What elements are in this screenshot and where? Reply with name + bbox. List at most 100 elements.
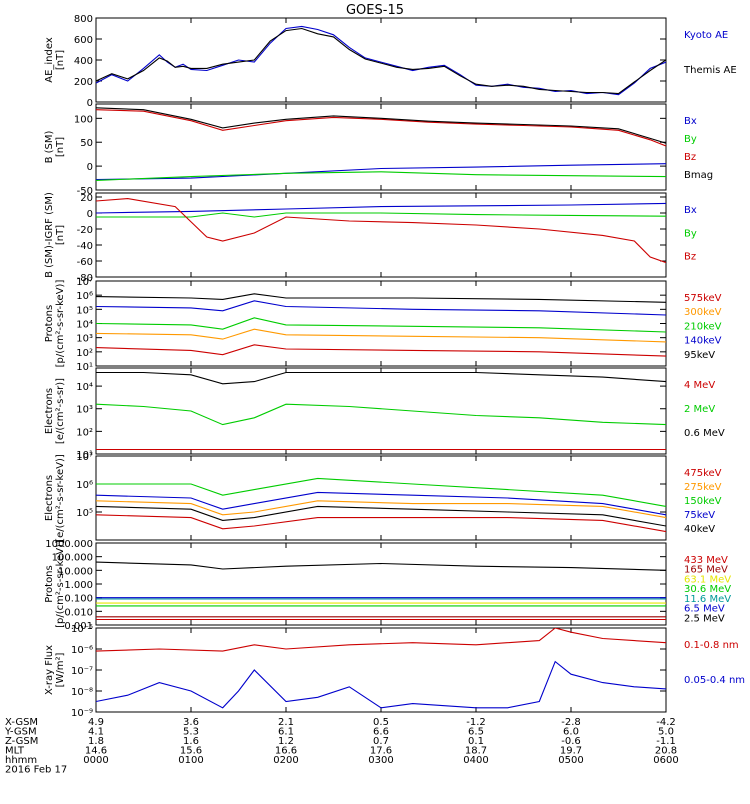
axis-row-value: 0100 <box>178 755 203 766</box>
y-tick-label: 1.000 <box>64 580 93 591</box>
y-tick-label: 10⁵ <box>76 305 93 316</box>
series-line-575kev <box>96 344 666 357</box>
legend-label: 2.5 MeV <box>684 613 725 624</box>
y-axis-label-line: B (SM) <box>44 130 55 163</box>
y-axis-label: Electrons[e/(cm²-s-sr)] <box>44 378 66 444</box>
y-axis-label-line: AE_index <box>44 37 55 83</box>
y-tick-label: 10³ <box>76 334 93 345</box>
axis-row-value: 4.9 <box>88 717 104 728</box>
axis-row-value: 1.2 <box>278 736 294 747</box>
y-tick-label: 10³ <box>76 405 93 416</box>
legend-label: 300keV <box>684 307 722 318</box>
legend-label: By <box>684 134 697 145</box>
axis-row-value: 14.6 <box>85 746 107 757</box>
y-tick-label: 10⁻⁹ <box>71 708 93 719</box>
legend-label: Bmag <box>684 170 713 181</box>
legend-label: 575keV <box>684 293 722 304</box>
series-line-bx <box>96 202 666 214</box>
axis-row-label: hhmm <box>5 755 37 766</box>
y-tick-label: 10⁷ <box>76 277 93 288</box>
panel-electrons_mev: 10⁴ 10³ 10² 10¹ Electrons[e/(cm²-s-sr)] 4 MeV… <box>44 367 725 461</box>
y-tick-label: 0 <box>87 209 93 220</box>
axis-row-value: -0.6 <box>561 736 581 747</box>
y-axis-label: B (SM)[nT] <box>44 130 66 163</box>
series-line-bmag <box>96 107 666 144</box>
legend-label: 150keV <box>684 496 722 507</box>
axis-row-value: 3.6 <box>183 717 199 728</box>
legend-label: 165 MeV <box>684 565 728 576</box>
legend-label: 6.5 MeV <box>684 604 725 615</box>
y-tick-label: 400 <box>74 56 93 67</box>
axis-row-value: 5.3 <box>183 727 199 738</box>
series-line-bz <box>96 109 666 147</box>
y-tick-label: 10⁻⁵ <box>71 624 93 635</box>
axis-row-value: -1.1 <box>656 736 676 747</box>
legend-label: Kyoto AE <box>684 30 728 41</box>
axis-row-value: 1.6 <box>183 736 199 747</box>
axis-row-label: Z-GSM <box>5 736 38 747</box>
axis-row-value: 1.8 <box>88 736 104 747</box>
y-tick-label: 10⁷ <box>76 452 93 463</box>
y-tick-label: 0.100 <box>64 594 93 605</box>
axis-row-value: 0.1 <box>468 736 484 747</box>
y-axis-label-line: [p/(cm²-s-sr-keV)] <box>55 540 66 628</box>
series-line-bx <box>96 163 666 181</box>
y-axis-label-line: [nT] <box>55 50 66 70</box>
y-axis-label-line: Electrons <box>44 388 55 434</box>
y-axis-label-line: Protons <box>44 565 55 602</box>
series-line-themis-ae <box>96 27 666 95</box>
legend-label: 11.6 MeV <box>684 594 731 605</box>
y-tick-label: 100.000 <box>52 553 93 564</box>
series-line-kyoto-ae <box>96 25 666 96</box>
y-tick-label: 10² <box>76 427 93 438</box>
y-tick-label: 1000.000 <box>45 539 93 550</box>
y-axis-label: B (SM)-IGRF (SM)[nT] <box>44 192 66 278</box>
y-tick-label: 200 <box>74 77 93 88</box>
axis-row-value: 0.7 <box>373 736 389 747</box>
axis-row-value: 0400 <box>463 755 488 766</box>
y-tick-label: 0 <box>87 98 93 109</box>
panel-frame <box>95 192 667 278</box>
panel-frame <box>95 17 667 103</box>
axis-row-value: 18.7 <box>465 746 487 757</box>
series-line-0-05-0-4-nm <box>96 660 666 709</box>
panel-frame <box>95 627 667 713</box>
y-axis-label: Electrons[e/(cm²-s-sr-keV)] <box>44 454 66 542</box>
panel-ae: 800 600 400 200 0 AE_index[nT] Kyoto AE Themis … <box>44 14 737 109</box>
series-line-75kev <box>96 491 666 516</box>
axis-row-value: 5.0 <box>658 727 674 738</box>
axis-row-label: Y-GSM <box>4 727 37 738</box>
y-tick-label: -60 <box>77 257 93 268</box>
panel-protons_mev: 1000.000 100.000 10.000 1.000 0.100 0.010 0.00… <box>44 539 731 632</box>
series-line-40kev <box>96 505 666 527</box>
y-axis-label: Protons[p/(cm²-s-sr-keV)] <box>44 540 66 628</box>
series-line-2-mev <box>96 403 666 426</box>
y-tick-label: 10¹ <box>76 450 93 461</box>
y-tick-label: 10¹ <box>76 362 93 373</box>
y-axis-label-line: [p/(cm²-s-sr-keV)] <box>55 280 66 368</box>
series-line-475kev <box>96 514 666 533</box>
axis-row-value: 20.8 <box>655 746 677 757</box>
series-line-0-1-0-8-nm <box>96 628 666 652</box>
series-line-by <box>96 212 666 218</box>
y-axis-label-line: B (SM)-IGRF (SM) <box>44 192 55 278</box>
axis-row-value: 0.5 <box>373 717 389 728</box>
y-axis-label-line: Electrons <box>44 475 55 521</box>
axis-row-value: 4.1 <box>88 727 104 738</box>
axis-row-value: -2.8 <box>561 717 581 728</box>
series-line-0-6-mev <box>96 371 666 385</box>
series-line-210kev <box>96 317 666 333</box>
y-axis-label-line: [nT] <box>55 137 66 157</box>
series-line-95kev <box>96 293 666 303</box>
legend-label: 95keV <box>684 350 715 361</box>
y-tick-label: 10⁻⁷ <box>71 666 93 677</box>
axis-row-value: 15.6 <box>180 746 202 757</box>
series-line-140kev <box>96 300 666 316</box>
legend-label: 4 MeV <box>684 380 715 391</box>
axis-row-value: 17.6 <box>370 746 392 757</box>
axis-row-value: 19.7 <box>560 746 582 757</box>
series-line-275kev <box>96 500 666 519</box>
y-tick-label: 10.000 <box>58 566 93 577</box>
axis-row-value: 16.6 <box>275 746 297 757</box>
